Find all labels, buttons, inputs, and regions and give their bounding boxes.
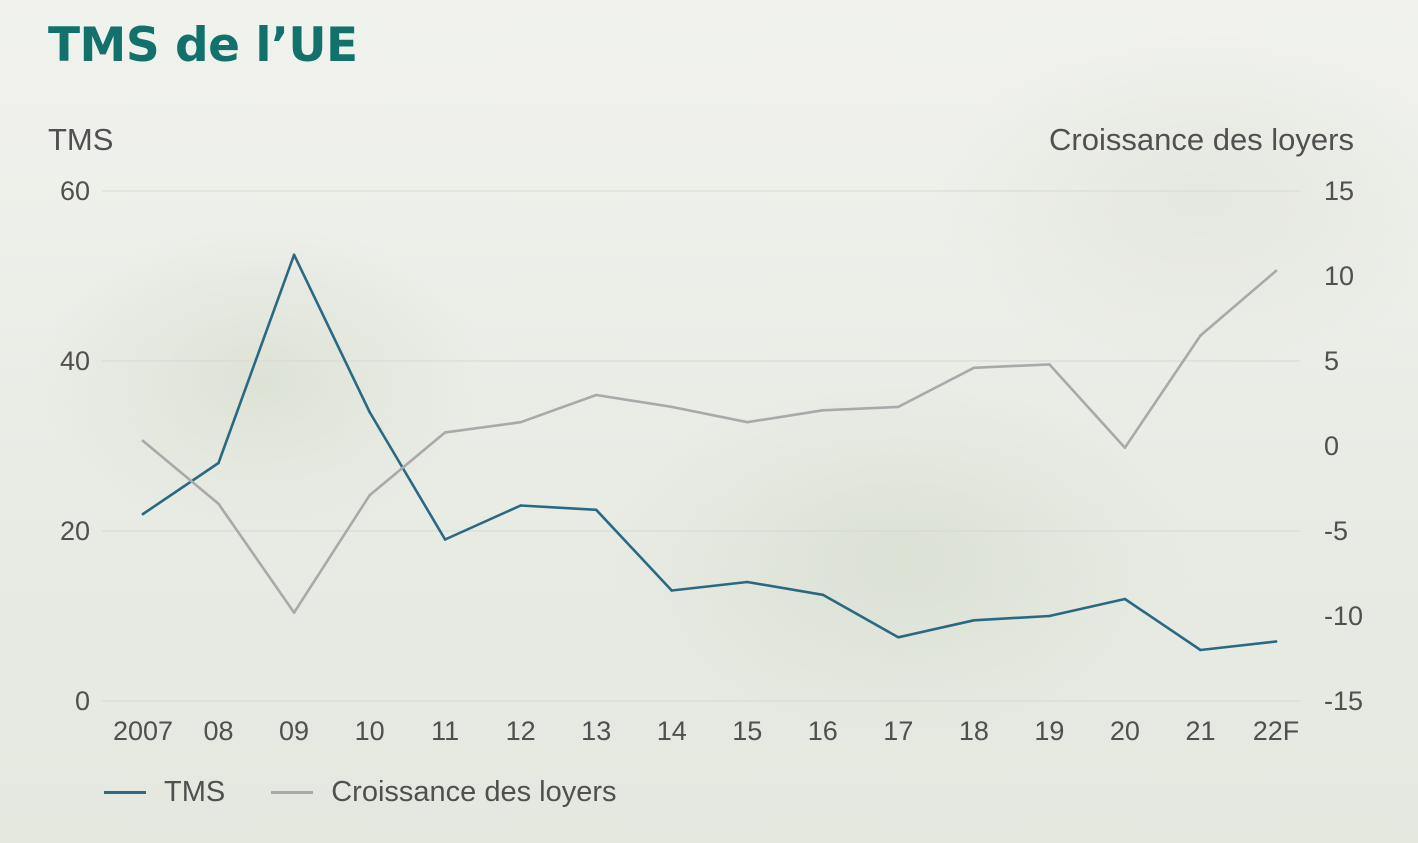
x-tick-label: 09	[279, 716, 309, 746]
right-axis-title: Croissance des loyers	[1049, 122, 1354, 157]
x-tick-label: 22F	[1253, 716, 1300, 746]
tms-point-10	[368, 410, 371, 414]
right-tick-label: 5	[1324, 346, 1339, 376]
page-title: TMS de l’UE	[48, 18, 358, 73]
x-tick-label: 11	[431, 716, 459, 746]
legend-label-tms: TMS	[164, 776, 226, 808]
rent-point-22F	[1274, 269, 1278, 273]
tms-point-08	[217, 461, 220, 465]
left-tick-label: 40	[60, 346, 90, 376]
tms-point-15	[745, 580, 749, 584]
x-tick-label: 10	[355, 716, 385, 746]
legend-swatch-tms	[104, 791, 146, 794]
x-tick-label: 17	[883, 716, 913, 746]
right-tick-label: -10	[1324, 601, 1363, 631]
rent-point-11	[443, 431, 447, 434]
left-axis-title: TMS	[48, 122, 114, 157]
rent-point-10	[368, 494, 371, 497]
right-tick-label: -15	[1324, 686, 1363, 716]
tms-point-09	[292, 253, 296, 257]
tms-point-12	[519, 504, 522, 507]
tms-point-19	[1048, 614, 1051, 618]
tms-point-22F	[1274, 640, 1278, 643]
tms-point-21	[1199, 648, 1202, 652]
series-line-tms	[141, 253, 1278, 652]
tms-point-2007	[141, 512, 145, 516]
rent-point-09	[292, 611, 296, 614]
x-tick-label: 16	[808, 716, 838, 746]
rent-point-16	[821, 409, 825, 412]
legend: TMS Croissance des loyers	[104, 776, 663, 809]
rent-point-14	[670, 405, 674, 409]
rent-point-21	[1199, 334, 1202, 337]
legend-item-tms: TMS	[104, 776, 225, 809]
rent-point-20	[1123, 446, 1127, 450]
tms-point-11	[443, 538, 447, 541]
x-tick-label: 14	[657, 716, 687, 746]
rent-point-15	[745, 420, 749, 424]
tms-point-13	[594, 508, 598, 512]
rent-point-13	[594, 393, 598, 397]
left-tick-label: 20	[60, 516, 90, 546]
right-tick-label: 10	[1324, 261, 1354, 291]
tms-point-20	[1123, 597, 1127, 601]
left-tick-label: 0	[75, 686, 90, 716]
legend-swatch-rent	[271, 791, 314, 794]
rent-point-08	[217, 502, 220, 506]
rent-point-17	[897, 405, 900, 409]
x-tick-label: 15	[732, 716, 762, 746]
right-tick-label: 15	[1324, 176, 1354, 206]
series-line-rent	[141, 269, 1278, 614]
x-tick-label: 21	[1185, 716, 1215, 746]
left-tick-label: 60	[60, 176, 90, 206]
right-tick-label: -5	[1324, 516, 1348, 546]
tms-point-17	[897, 635, 900, 639]
rent-point-2007	[141, 439, 145, 443]
right-tick-label: 0	[1324, 431, 1339, 461]
tms-point-14	[670, 589, 674, 592]
x-tick-label: 12	[506, 716, 536, 746]
x-tick-label: 13	[581, 716, 611, 746]
x-tick-label: 20	[1110, 716, 1140, 746]
x-tick-label: 08	[204, 716, 234, 746]
x-tick-label: 2007	[113, 716, 173, 746]
rent-point-19	[1048, 363, 1051, 366]
x-tick-label: 18	[959, 716, 989, 746]
legend-item-rent: Croissance des loyers	[271, 776, 617, 809]
tms-point-18	[972, 618, 976, 622]
rent-point-12	[519, 420, 522, 424]
legend-label-rent: Croissance des loyers	[331, 776, 617, 808]
tms-point-16	[821, 593, 825, 597]
x-tick-label: 19	[1034, 716, 1064, 746]
rent-point-18	[972, 366, 976, 370]
